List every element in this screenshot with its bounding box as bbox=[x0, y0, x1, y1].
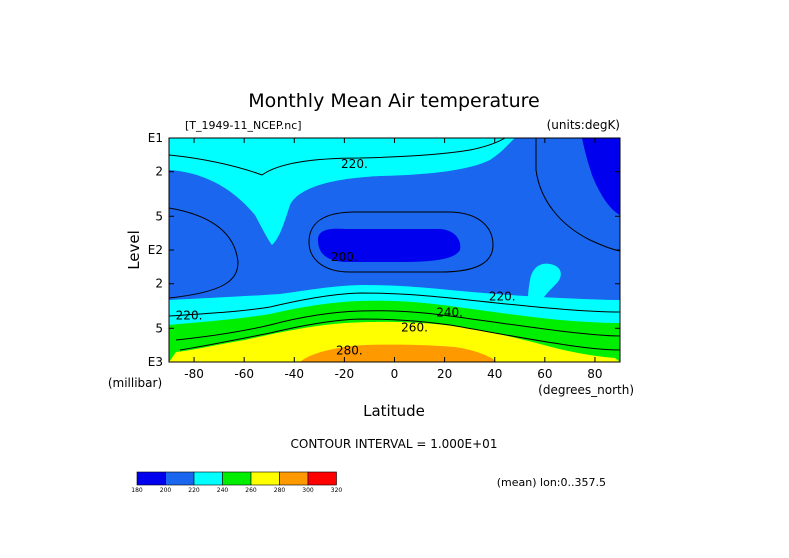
contour-label: 220. bbox=[341, 157, 368, 171]
contour-label: 220. bbox=[176, 309, 203, 323]
file-label: [T_1949-11_NCEP.nc] bbox=[185, 119, 302, 132]
y-axis: E1 2 5 E2 2 5 E3 bbox=[148, 131, 620, 369]
y-unit-label: (millibar) bbox=[108, 376, 162, 390]
x-tick-label: 60 bbox=[537, 367, 552, 381]
x-tick-label: -80 bbox=[184, 367, 204, 381]
y-tick-label: 2 bbox=[155, 165, 163, 179]
colorbar-swatch bbox=[193, 471, 223, 486]
x-tick-label: 80 bbox=[587, 367, 602, 381]
x-tick-label: -20 bbox=[335, 367, 355, 381]
mean-longitude-note: (mean) lon:0..357.5 bbox=[497, 476, 606, 489]
x-axis-label: Latitude bbox=[363, 402, 425, 420]
y-tick-label: 2 bbox=[155, 277, 163, 291]
contour-label: 220. bbox=[489, 289, 516, 303]
colorbar-swatch bbox=[136, 471, 166, 486]
band-200-220-right bbox=[582, 138, 620, 215]
y-tick-label: E3 bbox=[148, 355, 163, 369]
colorbar-swatch bbox=[279, 471, 309, 486]
x-tick-label: 20 bbox=[437, 367, 452, 381]
colorbar-tick-label: 240 bbox=[217, 487, 229, 494]
x-tick-label: 40 bbox=[487, 367, 502, 381]
colorbar-swatch bbox=[165, 471, 195, 486]
colorbar: 180 200 220 240 260 280 300 320 bbox=[131, 471, 343, 494]
contour-plot-area bbox=[169, 138, 620, 362]
y-axis-label: Level bbox=[125, 230, 143, 270]
x-tick-label: -40 bbox=[284, 367, 304, 381]
colorbar-tick-label: 260 bbox=[245, 487, 257, 494]
band-220-240-bump bbox=[528, 263, 561, 300]
y-tick-label: E2 bbox=[148, 243, 163, 257]
band-280-300 bbox=[300, 344, 497, 362]
colorbar-tick-label: 320 bbox=[331, 487, 343, 494]
colorbar-tick-label: 220 bbox=[188, 487, 200, 494]
contour-labels: 220. 200. 220. 240. 260. 220. 280. bbox=[176, 157, 516, 358]
colorbar-tick-label: 300 bbox=[302, 487, 314, 494]
y-tick-label: 5 bbox=[155, 321, 163, 335]
y-tick-label: 5 bbox=[155, 209, 163, 223]
x-tick-label: 0 bbox=[391, 367, 399, 381]
colorbar-swatch bbox=[222, 471, 252, 486]
colorbar-tick-label: 180 bbox=[131, 487, 143, 494]
x-unit-label: (degrees_north) bbox=[538, 383, 634, 397]
contour-label: 200. bbox=[331, 250, 358, 264]
band-220-240-top bbox=[169, 138, 515, 245]
colorbar-swatch bbox=[307, 471, 337, 486]
contour-interval: CONTOUR INTERVAL = 1.000E+01 bbox=[291, 437, 498, 451]
y-tick-label: E1 bbox=[148, 131, 163, 145]
units-label: (units:degK) bbox=[547, 118, 620, 132]
contour-label: 260. bbox=[401, 320, 428, 334]
band-200-220-core bbox=[318, 228, 461, 262]
contour-lines bbox=[169, 138, 620, 351]
x-tick-label: -60 bbox=[234, 367, 254, 381]
band-260-280 bbox=[169, 321, 620, 362]
colorbar-tick-label: 280 bbox=[274, 487, 286, 494]
chart-title: Monthly Mean Air temperature bbox=[248, 90, 539, 112]
contour-label: 240. bbox=[436, 305, 463, 319]
colorbar-swatch bbox=[250, 471, 280, 486]
contour-label: 280. bbox=[336, 344, 363, 358]
colorbar-tick-label: 200 bbox=[160, 487, 172, 494]
x-axis: -80 -60 -40 -20 0 20 40 60 80 bbox=[184, 138, 603, 381]
